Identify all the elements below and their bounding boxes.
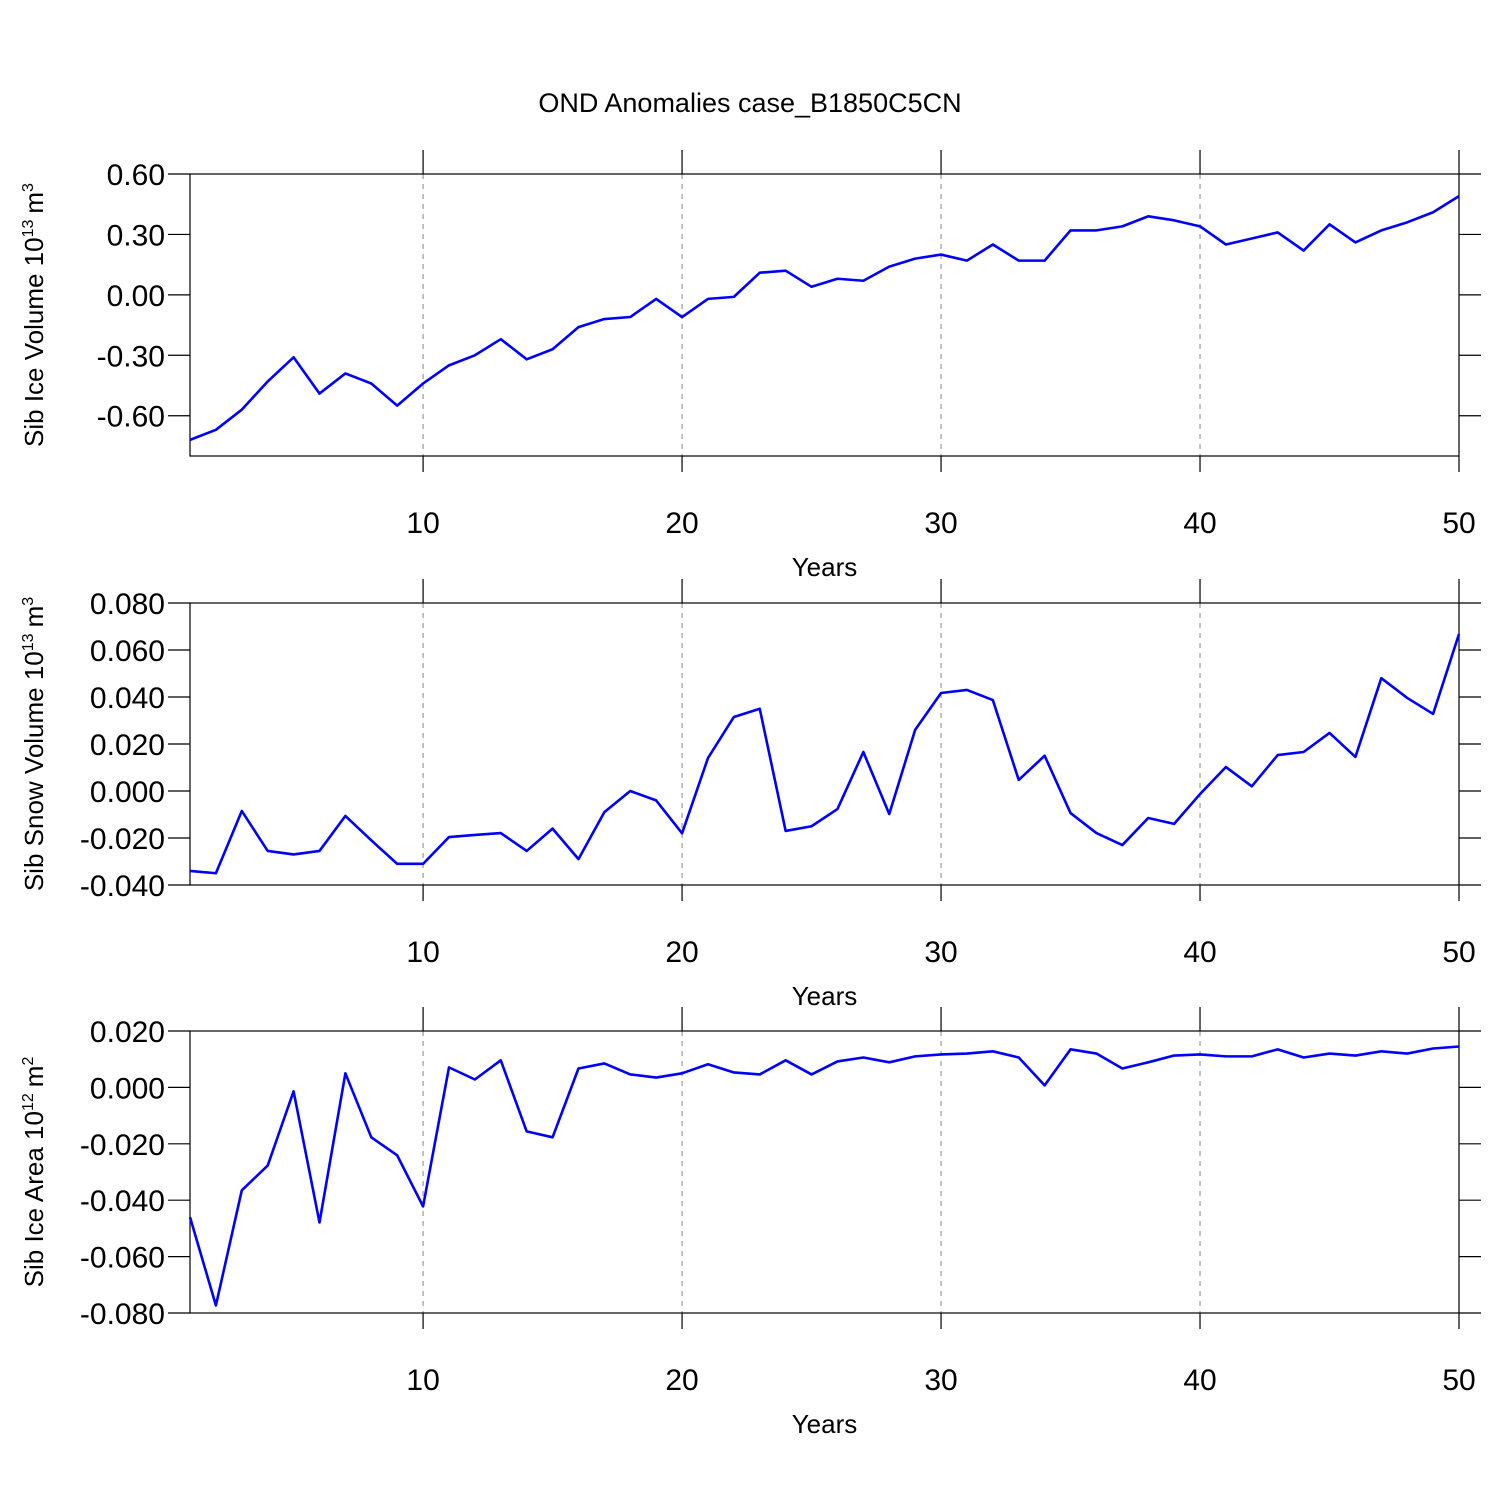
y-tick-label: 0.020 (90, 729, 165, 762)
x-tick-label: 20 (665, 936, 698, 969)
plot-frame (189, 1030, 1460, 1314)
y-axis-label-part: m (19, 606, 49, 628)
x-tick-label: 50 (1442, 936, 1475, 969)
panel: 10 20 30 40 50 -0.040 -0.020 0.000 0.020 0.040 0.0… (19, 579, 1481, 1011)
y-axis-label-part: 13 (20, 220, 37, 238)
y-axis-label-part: m (19, 192, 49, 214)
y-tick-label: 0.000 (90, 776, 165, 809)
y-axis-label-part: 2 (20, 1057, 37, 1066)
y-tick-label: 0.60 (107, 159, 165, 192)
data-line (189, 633, 1461, 875)
figure-title: OND Anomalies case_B1850C5CN (538, 88, 961, 118)
y-axis-label-part: 12 (20, 1093, 37, 1111)
y-tick-label: -0.040 (80, 870, 165, 903)
data-line (189, 195, 1460, 442)
x-axis-label: Years (792, 1409, 858, 1439)
y-axis-label: Sib Snow Volume 1013 m3 (19, 597, 49, 891)
y-tick-label: -0.30 (97, 340, 165, 373)
x-tick-label: 50 (1442, 1364, 1475, 1397)
x-tick-label: 50 (1442, 507, 1475, 540)
y-axis-label-part: Sib Snow Volume 10 (19, 651, 49, 891)
x-tick-label: 10 (406, 1364, 439, 1397)
y-tick-label: -0.060 (80, 1242, 165, 1275)
x-tick-label: 30 (924, 507, 957, 540)
y-axis-label: Sib Ice Volume 1013 m3 (19, 183, 49, 447)
x-tick-label: 10 (406, 507, 439, 540)
y-tick-label: -0.020 (80, 1129, 165, 1162)
y-tick-label: -0.040 (80, 1185, 165, 1218)
y-axis-label-part: m (19, 1066, 49, 1088)
y-tick-label: -0.080 (80, 1298, 165, 1331)
y-axis-label-part: Sib Ice Volume 10 (19, 237, 49, 447)
y-axis-label: Sib Ice Area 1012 m2 (19, 1057, 49, 1288)
x-axis-label: Years (792, 981, 858, 1011)
y-axis-label-part: 3 (20, 183, 37, 192)
x-tick-label: 30 (924, 1364, 957, 1397)
plot-frame (189, 173, 1460, 457)
x-tick-label: 20 (665, 507, 698, 540)
panel: 10 20 30 40 50 -0.080 -0.060 -0.040 -0.020 0.000 0… (19, 1007, 1481, 1439)
y-tick-label: 0.040 (90, 682, 165, 715)
y-axis-label-part: 3 (20, 597, 37, 606)
y-tick-label: 0.30 (107, 219, 165, 252)
x-axis-label: Years (792, 552, 858, 582)
x-tick-label: 20 (665, 1364, 698, 1397)
plot-frame (189, 602, 1460, 886)
data-line (188, 1045, 1460, 1307)
y-axis-label-part: Sib Ice Area 10 (19, 1111, 49, 1287)
x-tick-label: 30 (924, 936, 957, 969)
x-tick-label: 10 (406, 936, 439, 969)
panel: 10 20 30 40 50 -0.60 -0.30 0.00 0.30 0.60 Years Sib… (19, 150, 1481, 582)
y-tick-label: 0.060 (90, 635, 165, 668)
y-tick-label: -0.60 (97, 401, 165, 434)
y-axis-label-part: 13 (20, 633, 37, 651)
x-tick-label: 40 (1183, 936, 1216, 969)
y-tick-label: 0.080 (90, 588, 165, 621)
y-tick-label: 0.00 (107, 280, 165, 313)
x-tick-label: 40 (1183, 1364, 1216, 1397)
x-tick-label: 40 (1183, 507, 1216, 540)
y-tick-label: -0.020 (80, 823, 165, 856)
y-tick-label: 0.000 (90, 1072, 165, 1105)
y-tick-label: 0.020 (90, 1016, 165, 1049)
